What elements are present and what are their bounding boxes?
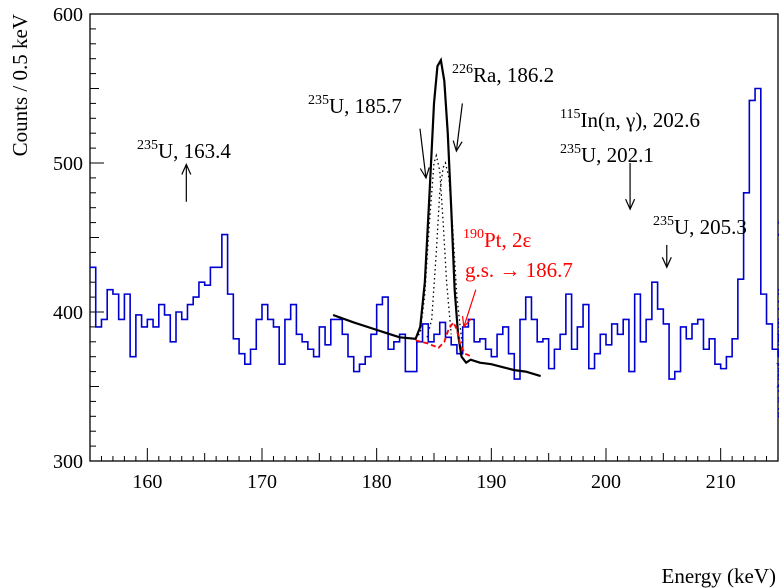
x-tick-label: 210 xyxy=(706,471,736,493)
u235-185-annotation: 235U, 185.7 xyxy=(308,93,430,180)
y-tick-labels: 300 400 500 600 xyxy=(53,4,83,473)
annotation-text: U, 185.7 xyxy=(329,94,402,118)
x-axis-label: Energy (keV) xyxy=(662,564,777,588)
pt190-annotation-label: 190Pt, 2ε xyxy=(463,227,532,252)
ra226-186-annotation-label: 226Ra, 186.2 xyxy=(452,62,554,87)
annotation-text: Pt, 2ε xyxy=(484,228,532,252)
x-tick-label: 190 xyxy=(476,471,506,493)
annotation-text: In(n, γ), 202.6 xyxy=(580,108,700,132)
isotope-superscript: 235 xyxy=(137,138,158,153)
isotope-superscript: 235 xyxy=(560,142,581,157)
pt190-signal-curve xyxy=(415,320,473,358)
x-tick-label: 200 xyxy=(591,471,621,493)
y-tick-label: 300 xyxy=(53,451,83,473)
isotope-superscript: 190 xyxy=(463,227,484,242)
arrow-shaft xyxy=(455,103,463,152)
arrow-head xyxy=(419,167,430,180)
isotope-superscript: 235 xyxy=(653,214,674,229)
isotope-superscript: 226 xyxy=(452,62,473,77)
pt190-annotation: 190Pt, 2ε g.s. → 186.7 xyxy=(462,227,573,329)
y-tick-label: 400 xyxy=(53,302,83,324)
u235-163-annotation-label: 235U, 163.4 xyxy=(137,138,231,163)
x-tick-label: 170 xyxy=(247,471,277,493)
annotation-text: U, 205.3 xyxy=(674,215,747,239)
axis-ticks xyxy=(89,13,779,462)
u235-205-annotation: 235U, 205.3 xyxy=(653,214,747,269)
arrow-head xyxy=(625,198,636,211)
x-tick-label: 180 xyxy=(362,471,392,493)
arrow-head xyxy=(661,257,672,269)
series-layer xyxy=(90,56,779,418)
arrow-head xyxy=(181,163,192,175)
spectrum-histogram xyxy=(90,87,779,418)
in115-202-annotation-label: 115In(n, γ), 202.6 xyxy=(560,107,700,132)
annotation-text: U, 163.4 xyxy=(158,139,231,163)
in115-202-annotation: 115In(n, γ), 202.6 xyxy=(560,107,700,132)
u235-185-annotation-label: 235U, 185.7 xyxy=(308,93,402,118)
y-tick-label: 500 xyxy=(53,153,83,175)
arrow-shaft xyxy=(419,128,427,178)
x-tick-labels: 160 170 180 190 200 210 xyxy=(132,471,735,493)
arrow-head xyxy=(452,140,463,153)
pt190-annotation-line2: g.s. → 186.7 xyxy=(465,258,573,282)
u235-202-annotation-label: 235U, 202.1 xyxy=(560,142,654,167)
y-tick-label: 600 xyxy=(53,4,83,26)
u235-163-annotation: 235U, 163.4 xyxy=(137,138,231,202)
annotation-text: Ra, 186.2 xyxy=(473,63,554,87)
isotope-superscript: 115 xyxy=(560,107,580,122)
annotation-text: U, 202.1 xyxy=(581,143,654,167)
arrow-head xyxy=(462,315,472,329)
ra226-186-annotation: 226Ra, 186.2 xyxy=(452,62,554,153)
x-tick-label: 160 xyxy=(132,471,162,493)
arrow-shaft xyxy=(463,289,477,328)
isotope-superscript: 235 xyxy=(308,93,329,108)
y-axis-label: Counts / 0.5 keV xyxy=(8,14,32,156)
u235-202-annotation: 235U, 202.1 xyxy=(560,142,654,211)
u235-205-annotation-label: 235U, 205.3 xyxy=(653,214,747,239)
u235-185-component-curve xyxy=(415,153,452,340)
